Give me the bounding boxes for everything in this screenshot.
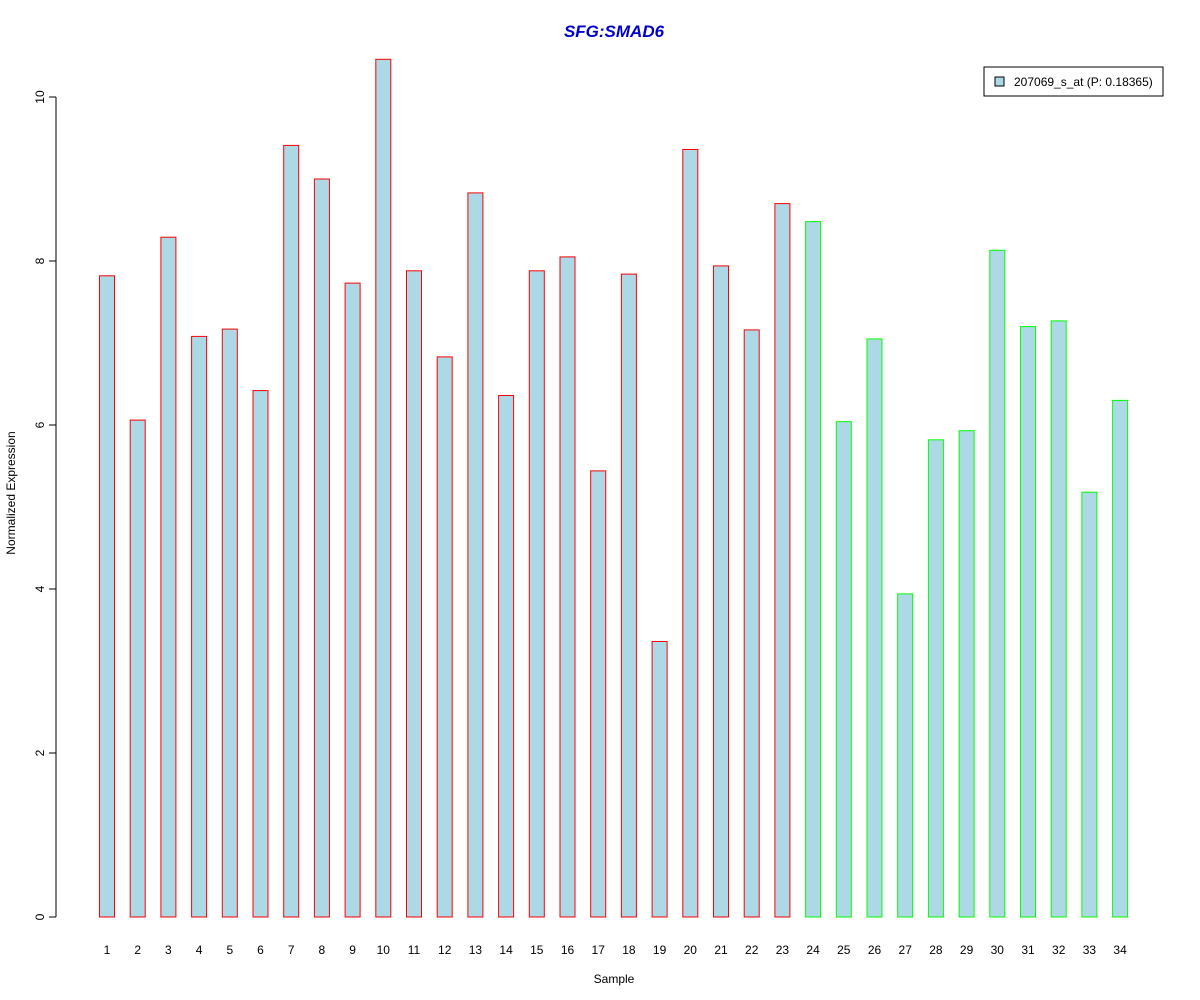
x-tick-label-24: 24 xyxy=(806,943,820,957)
bar-sample-13 xyxy=(467,192,484,918)
legend-swatch xyxy=(994,76,1005,87)
x-tick-label-5: 5 xyxy=(226,943,233,957)
x-tick-label-11: 11 xyxy=(408,943,421,957)
bar-sample-26 xyxy=(866,338,883,918)
x-tick-label-3: 3 xyxy=(165,943,172,957)
bar-sample-19 xyxy=(651,641,668,918)
y-tick-label: 4 xyxy=(33,585,47,592)
bar-sample-3 xyxy=(160,236,177,918)
bar-sample-23 xyxy=(774,203,791,918)
x-tick-label-23: 23 xyxy=(776,943,790,957)
y-tick-label: 8 xyxy=(33,257,47,264)
x-tick-label-6: 6 xyxy=(257,943,264,957)
x-tick-label-16: 16 xyxy=(561,943,575,957)
x-tick-label-34: 34 xyxy=(1113,943,1127,957)
x-axis-title: Sample xyxy=(594,972,635,986)
bar-sample-6 xyxy=(252,390,269,918)
x-tick-label-20: 20 xyxy=(684,943,698,957)
x-tick-label-7: 7 xyxy=(288,943,295,957)
y-tick-label: 10 xyxy=(33,90,47,104)
x-tick-label-15: 15 xyxy=(530,943,544,957)
y-tick-label: 2 xyxy=(33,749,47,756)
x-tick-label-12: 12 xyxy=(438,943,452,957)
bar-sample-22 xyxy=(743,329,760,918)
bar-sample-15 xyxy=(528,270,545,918)
bar-sample-8 xyxy=(313,178,330,918)
x-tick-label-29: 29 xyxy=(960,943,974,957)
y-tick-label: 6 xyxy=(33,421,47,428)
x-tick-label-22: 22 xyxy=(745,943,759,957)
bar-sample-27 xyxy=(897,593,914,918)
bar-sample-14 xyxy=(498,395,515,918)
x-tick-label-31: 31 xyxy=(1021,943,1035,957)
x-tick-labels: 1 2 3 4 5 6 7 8 9 10 11 12 13 14 15 16 17 18 19 20 21 22 23 24 2… xyxy=(104,943,1127,957)
x-tick-label-33: 33 xyxy=(1083,943,1097,957)
x-tick-label-9: 9 xyxy=(349,943,356,957)
bar-sample-1 xyxy=(99,275,115,918)
legend: 207069_s_at (P: 0.18365) xyxy=(983,66,1164,97)
x-tick-label-21: 21 xyxy=(714,943,728,957)
x-tick-label-18: 18 xyxy=(622,943,636,957)
bar-sample-25 xyxy=(835,421,852,918)
y-axis: 0 2 4 6 8 10 xyxy=(33,90,57,920)
chart-title: SFG:SMAD6 xyxy=(564,22,665,41)
bar-sample-12 xyxy=(436,356,453,918)
bar-sample-34 xyxy=(1112,399,1129,918)
x-tick-label-28: 28 xyxy=(929,943,943,957)
x-tick-label-30: 30 xyxy=(991,943,1005,957)
bar-sample-24 xyxy=(805,221,822,918)
x-tick-label-14: 14 xyxy=(499,943,513,957)
x-tick-label-32: 32 xyxy=(1052,943,1066,957)
bar-sample-18 xyxy=(620,273,637,918)
bar-sample-32 xyxy=(1050,320,1067,918)
x-tick-label-26: 26 xyxy=(868,943,882,957)
y-axis-title: Normalized Expression xyxy=(4,431,18,554)
x-tick-label-13: 13 xyxy=(469,943,483,957)
legend-entry: 207069_s_at (P: 0.18365) xyxy=(1014,75,1153,89)
bars-group xyxy=(99,58,1129,918)
bar-sample-31 xyxy=(1020,326,1036,918)
bar-sample-29 xyxy=(958,430,975,918)
x-tick-label-17: 17 xyxy=(592,943,606,957)
bar-sample-2 xyxy=(129,419,146,918)
bar-sample-11 xyxy=(406,270,422,918)
x-tick-label-10: 10 xyxy=(377,943,391,957)
y-tick-label: 0 xyxy=(33,913,47,920)
x-tick-label-2: 2 xyxy=(134,943,141,957)
bar-sample-17 xyxy=(590,470,607,918)
x-tick-label-25: 25 xyxy=(837,943,851,957)
legend-box xyxy=(983,66,1164,97)
bar-sample-4 xyxy=(191,335,208,918)
x-tick-label-4: 4 xyxy=(196,943,203,957)
bar-sample-9 xyxy=(344,282,361,918)
x-tick-label-8: 8 xyxy=(319,943,326,957)
bar-sample-33 xyxy=(1081,491,1098,918)
bar-sample-20 xyxy=(682,149,699,918)
x-tick-label-1: 1 xyxy=(104,943,111,957)
bar-sample-7 xyxy=(283,144,300,918)
x-tick-label-19: 19 xyxy=(653,943,667,957)
bar-sample-16 xyxy=(559,256,576,918)
bar-sample-21 xyxy=(713,265,729,918)
bar-sample-30 xyxy=(989,249,1006,918)
bar-sample-28 xyxy=(927,439,944,918)
bar-sample-5 xyxy=(221,328,238,918)
bar-sample-10 xyxy=(375,58,392,918)
x-tick-label-27: 27 xyxy=(899,943,913,957)
